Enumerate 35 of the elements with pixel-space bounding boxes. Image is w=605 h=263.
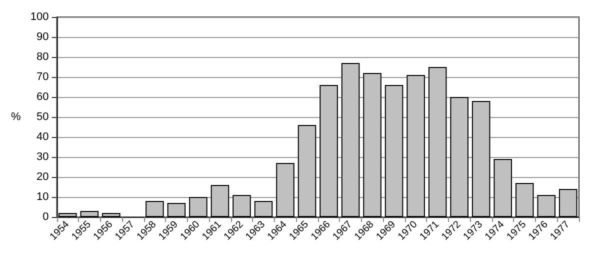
bar — [58, 213, 77, 217]
y-tick-label: 10 — [36, 191, 49, 203]
y-tick-label: 80 — [36, 51, 49, 63]
bar — [515, 183, 534, 217]
y-tick-label: 70 — [36, 71, 49, 83]
bar — [276, 163, 294, 217]
bar — [341, 63, 360, 217]
bar — [558, 189, 578, 217]
y-axis-title: % — [11, 111, 21, 123]
bar — [254, 201, 273, 217]
bar — [146, 201, 164, 217]
bar — [363, 73, 382, 217]
bar — [450, 97, 468, 217]
y-tick-label: 20 — [36, 171, 49, 183]
bar — [189, 197, 208, 217]
bar — [384, 85, 404, 217]
y-tick-label: 40 — [36, 131, 49, 143]
y-tick-label: 50 — [36, 111, 49, 123]
bar — [210, 185, 230, 217]
bar — [298, 125, 316, 217]
bar — [80, 211, 99, 217]
bar — [320, 85, 338, 217]
bar — [428, 67, 447, 217]
y-tick-label: 90 — [36, 31, 49, 43]
y-tick-label: 60 — [36, 91, 49, 103]
bar — [537, 195, 556, 217]
bar — [102, 213, 120, 217]
bar — [167, 203, 186, 217]
bar — [494, 159, 512, 217]
y-tick-label: 30 — [36, 151, 49, 163]
bar — [406, 75, 425, 217]
y-tick-label: 0 — [42, 211, 49, 223]
bar — [472, 101, 490, 217]
bar — [232, 195, 251, 217]
y-tick-label: 100 — [30, 11, 49, 23]
